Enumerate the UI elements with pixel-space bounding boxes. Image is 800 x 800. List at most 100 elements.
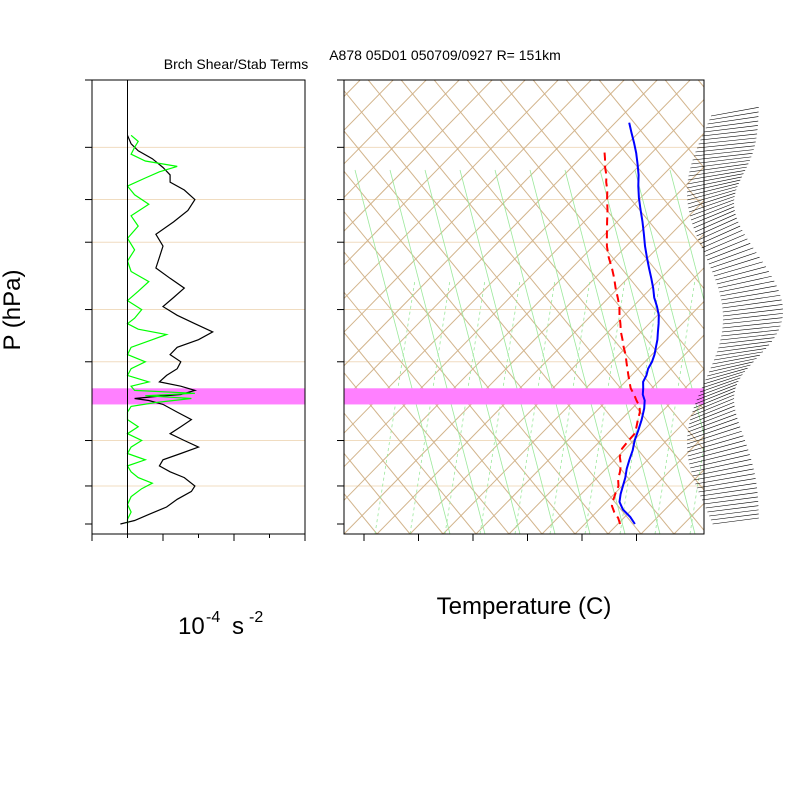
skew-isotherm-line <box>707 70 800 534</box>
wind-barb <box>700 487 758 497</box>
wind-barb <box>707 505 759 513</box>
skew-isotherm-line <box>344 98 704 468</box>
skew-isotherm-line <box>0 70 238 534</box>
dry-adiabat-line <box>344 372 477 534</box>
wind-barb <box>712 354 760 365</box>
dry-adiabat-line <box>344 492 378 534</box>
wind-barb <box>696 217 737 237</box>
wind-barb <box>722 304 783 313</box>
dry-adiabat-line <box>0 70 179 534</box>
mixing-ratio-line <box>354 169 451 534</box>
mixing-ratio-line <box>634 169 704 436</box>
wind-barb <box>692 153 753 161</box>
right-panel-title: A878 05D01 050709/0927 R= 151km <box>329 47 561 63</box>
mixing-ratio-line <box>424 169 521 534</box>
x-axis-label-units: 10 -4 s -2 <box>178 609 263 640</box>
wind-barb <box>713 351 764 361</box>
svg-text:10: 10 <box>178 613 205 640</box>
wind-barb <box>693 210 735 229</box>
wind-barb <box>722 313 783 321</box>
wind-barb <box>722 321 782 329</box>
wind-barb <box>687 186 738 201</box>
moist-adiabat-line <box>619 279 661 534</box>
moist-adiabat-line <box>654 279 696 534</box>
wind-barb <box>721 290 779 301</box>
skew-isotherm-line <box>344 80 559 300</box>
wind-barb <box>690 202 735 221</box>
dry-adiabat-line <box>344 89 704 532</box>
wind-barb <box>687 430 742 449</box>
mixing-ratio-line <box>564 169 661 534</box>
dry-adiabat-line <box>344 452 411 534</box>
wind-barb <box>708 361 754 373</box>
dry-adiabat-line <box>532 80 704 290</box>
wind-barb <box>689 401 735 421</box>
mixing-ratio-line <box>599 169 696 534</box>
wind-barb <box>705 120 759 129</box>
wind-barb <box>710 252 757 269</box>
wind-barb <box>712 517 759 525</box>
skew-isotherm-line <box>607 435 704 534</box>
right-panel-frame <box>343 79 705 535</box>
wind-barb <box>708 247 754 265</box>
dry-adiabat-line <box>344 533 345 534</box>
dry-adiabat-line <box>598 80 704 209</box>
wind-barb <box>692 206 735 225</box>
skew-isotherm-line <box>344 80 361 98</box>
moist-adiabat-line <box>409 279 451 534</box>
wind-barb <box>710 513 759 521</box>
skew-isotherm-line <box>740 70 800 534</box>
mixing-ratio-line <box>529 169 626 534</box>
skew-isotherm-line <box>376 199 704 534</box>
wind-barb <box>703 234 745 253</box>
wind-barb <box>687 173 744 185</box>
left-panel-title: Brch Shear/Stab Terms <box>164 56 308 72</box>
mixing-ratio-line <box>705 170 800 534</box>
temperature-profile-line <box>618 122 660 525</box>
wind-barb <box>715 348 767 357</box>
mixing-ratio-line <box>459 169 556 534</box>
moist-adiabat-line <box>689 442 704 534</box>
wind-barb <box>695 145 755 153</box>
wind-barb <box>696 478 756 489</box>
dry-adiabat-line <box>0 70 311 534</box>
wind-barb <box>687 176 742 189</box>
wind-barb <box>689 405 735 425</box>
wind-barb <box>705 501 759 509</box>
wind-barb <box>687 435 744 453</box>
wind-barb <box>686 426 741 445</box>
wind-barb <box>691 459 752 473</box>
wind-barb <box>722 308 783 317</box>
moist-adiabat-line <box>584 279 626 534</box>
skew-isotherm-line <box>0 70 205 534</box>
wind-barb <box>700 377 741 393</box>
wind-barb <box>713 261 763 277</box>
wind-barb <box>698 482 757 493</box>
wind-barb <box>692 463 753 477</box>
skew-isotherm-line <box>344 80 493 232</box>
wind-barb <box>707 364 751 377</box>
skew-isotherm-line <box>344 80 592 333</box>
wind-barb <box>719 337 775 345</box>
dry-adiabat-line <box>0 70 245 534</box>
wind-barb <box>699 225 741 245</box>
dry-adiabat-line <box>756 70 800 534</box>
left-panel-frame <box>91 79 306 535</box>
dry-adiabat-line <box>466 80 704 370</box>
wind-barb <box>693 149 754 157</box>
shear-term-line <box>120 135 215 525</box>
stability-term-line <box>126 134 195 524</box>
wind-barb <box>709 111 759 121</box>
wind-barb <box>694 213 736 233</box>
wind-barb <box>721 325 781 333</box>
skew-isotherm-line <box>773 70 800 534</box>
wind-barb <box>696 384 737 401</box>
wind-barb <box>709 509 759 517</box>
wind-barb <box>687 413 737 433</box>
dry-adiabat-line <box>367 80 704 491</box>
wind-barb <box>687 417 738 437</box>
wind-barb <box>689 199 735 217</box>
wind-barb <box>690 454 750 469</box>
wind-barb <box>700 133 758 141</box>
